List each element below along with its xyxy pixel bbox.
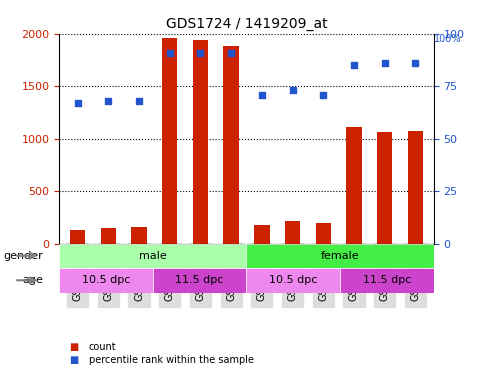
Bar (377, 132, 392, 243)
Text: ■: ■ (69, 342, 78, 352)
Point (319, 92, 327, 98)
Point (166, 50, 174, 55)
Bar (246, 243, 434, 268)
Text: male: male (139, 251, 167, 261)
Text: ■: ■ (69, 355, 78, 365)
Text: 10.5 dpc: 10.5 dpc (269, 275, 317, 285)
Text: percentile rank within the sample: percentile rank within the sample (89, 355, 254, 365)
Bar (101, 228, 116, 243)
Bar (153, 268, 246, 292)
Text: count: count (89, 342, 116, 352)
Point (350, 62, 358, 68)
Bar (408, 131, 423, 243)
Text: 11.5 dpc: 11.5 dpc (176, 275, 224, 285)
Bar (246, 268, 340, 292)
Point (105, 98, 112, 104)
Point (288, 87, 296, 93)
Bar (223, 46, 239, 243)
Point (135, 98, 143, 104)
Point (258, 92, 266, 98)
Title: GDS1724 / 1419209_at: GDS1724 / 1419209_at (166, 17, 327, 32)
Bar (285, 221, 300, 243)
Bar (193, 40, 208, 243)
Text: 11.5 dpc: 11.5 dpc (363, 275, 411, 285)
Point (412, 60, 420, 66)
Bar (131, 227, 147, 243)
Bar (70, 230, 85, 243)
Bar (316, 223, 331, 243)
Text: gender: gender (4, 251, 43, 261)
Point (227, 50, 235, 55)
Bar (59, 243, 246, 268)
Text: 10.5 dpc: 10.5 dpc (82, 275, 130, 285)
Point (381, 60, 388, 66)
Text: age: age (23, 275, 43, 285)
Text: female: female (321, 251, 359, 261)
Bar (162, 38, 177, 243)
Bar (346, 127, 362, 243)
Point (73, 100, 81, 106)
Point (197, 50, 205, 55)
Bar (59, 268, 153, 292)
Bar (254, 225, 270, 243)
Text: 100%: 100% (434, 34, 461, 44)
Bar (340, 268, 434, 292)
